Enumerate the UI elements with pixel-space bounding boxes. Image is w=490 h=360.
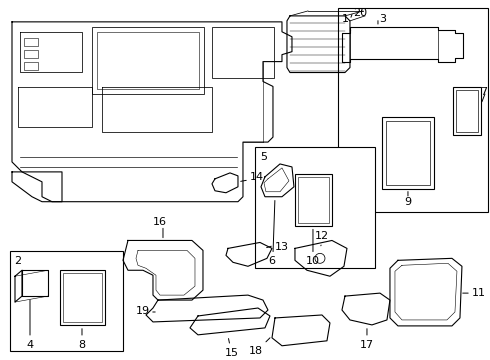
Text: 13: 13 [275, 242, 289, 252]
Text: 15: 15 [225, 348, 239, 358]
Text: 4: 4 [26, 340, 33, 350]
Bar [453, 87, 481, 135]
Bar [92, 27, 204, 94]
Bar [456, 90, 478, 132]
Text: 5: 5 [260, 152, 267, 162]
Text: 2: 2 [14, 256, 21, 266]
Text: 9: 9 [404, 197, 412, 207]
Bar [63, 273, 102, 322]
Text: 12: 12 [315, 231, 329, 242]
Bar [382, 117, 434, 189]
Text: 19: 19 [136, 306, 150, 316]
Text: 14: 14 [250, 172, 264, 182]
Text: 17: 17 [360, 340, 374, 350]
Text: 1: 1 [342, 14, 349, 24]
Bar [97, 32, 199, 89]
Text: 3: 3 [379, 14, 387, 24]
Bar [10, 251, 123, 351]
Bar [24, 62, 38, 69]
Bar [60, 270, 105, 325]
Bar [298, 177, 329, 222]
Bar [386, 121, 430, 185]
Bar [338, 8, 488, 212]
Text: 20: 20 [353, 8, 367, 18]
Text: 11: 11 [472, 288, 486, 298]
Text: 8: 8 [78, 340, 86, 350]
Bar [295, 174, 332, 226]
Bar [24, 38, 38, 46]
Text: 6: 6 [269, 256, 275, 266]
Text: 10: 10 [306, 256, 320, 266]
Text: 7: 7 [480, 87, 487, 98]
Bar [255, 147, 375, 268]
Text: 18: 18 [249, 346, 263, 356]
Bar [212, 27, 274, 78]
Text: 16: 16 [153, 217, 167, 226]
Bar [24, 50, 38, 58]
